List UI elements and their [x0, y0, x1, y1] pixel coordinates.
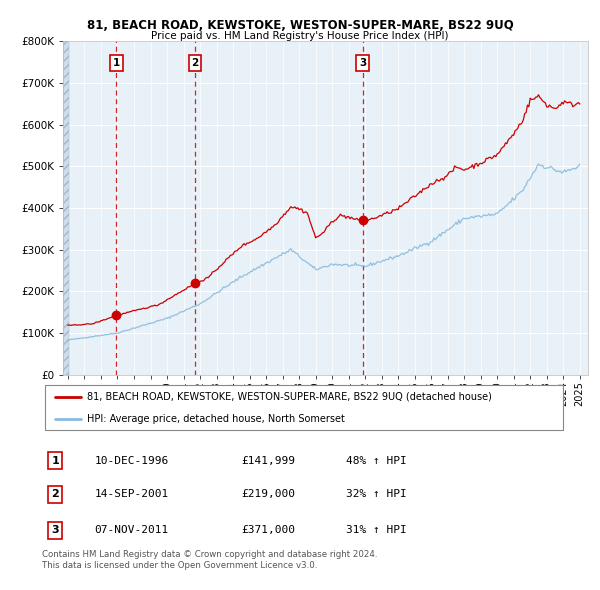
Text: 14-SEP-2001: 14-SEP-2001: [95, 490, 169, 500]
Text: This data is licensed under the Open Government Licence v3.0.: This data is licensed under the Open Gov…: [42, 560, 317, 569]
Text: 3: 3: [52, 526, 59, 536]
Text: 48% ↑ HPI: 48% ↑ HPI: [347, 455, 407, 466]
Text: 2: 2: [51, 490, 59, 500]
Text: Price paid vs. HM Land Registry's House Price Index (HPI): Price paid vs. HM Land Registry's House …: [151, 31, 449, 41]
Text: £219,000: £219,000: [241, 490, 296, 500]
Text: 3: 3: [359, 58, 366, 68]
Text: HPI: Average price, detached house, North Somerset: HPI: Average price, detached house, Nort…: [86, 414, 344, 424]
Text: 31% ↑ HPI: 31% ↑ HPI: [347, 526, 407, 536]
Text: 07-NOV-2011: 07-NOV-2011: [95, 526, 169, 536]
Text: 1: 1: [51, 455, 59, 466]
Text: 81, BEACH ROAD, KEWSTOKE, WESTON-SUPER-MARE, BS22 9UQ (detached house): 81, BEACH ROAD, KEWSTOKE, WESTON-SUPER-M…: [86, 392, 491, 402]
Text: 10-DEC-1996: 10-DEC-1996: [95, 455, 169, 466]
Text: 32% ↑ HPI: 32% ↑ HPI: [347, 490, 407, 500]
Text: £141,999: £141,999: [241, 455, 296, 466]
Text: Contains HM Land Registry data © Crown copyright and database right 2024.: Contains HM Land Registry data © Crown c…: [42, 550, 377, 559]
Text: 2: 2: [191, 58, 199, 68]
Text: £371,000: £371,000: [241, 526, 296, 536]
FancyBboxPatch shape: [44, 385, 563, 430]
Text: 1: 1: [113, 58, 120, 68]
Text: 81, BEACH ROAD, KEWSTOKE, WESTON-SUPER-MARE, BS22 9UQ: 81, BEACH ROAD, KEWSTOKE, WESTON-SUPER-M…: [86, 19, 514, 32]
